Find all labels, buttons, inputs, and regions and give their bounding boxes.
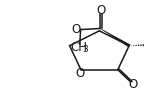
Text: O: O [72,23,81,36]
Text: O: O [129,78,138,91]
Polygon shape [100,28,130,47]
Text: CH: CH [70,41,88,54]
Text: 3: 3 [83,45,88,54]
Text: O: O [96,4,106,17]
Text: O: O [76,67,85,80]
